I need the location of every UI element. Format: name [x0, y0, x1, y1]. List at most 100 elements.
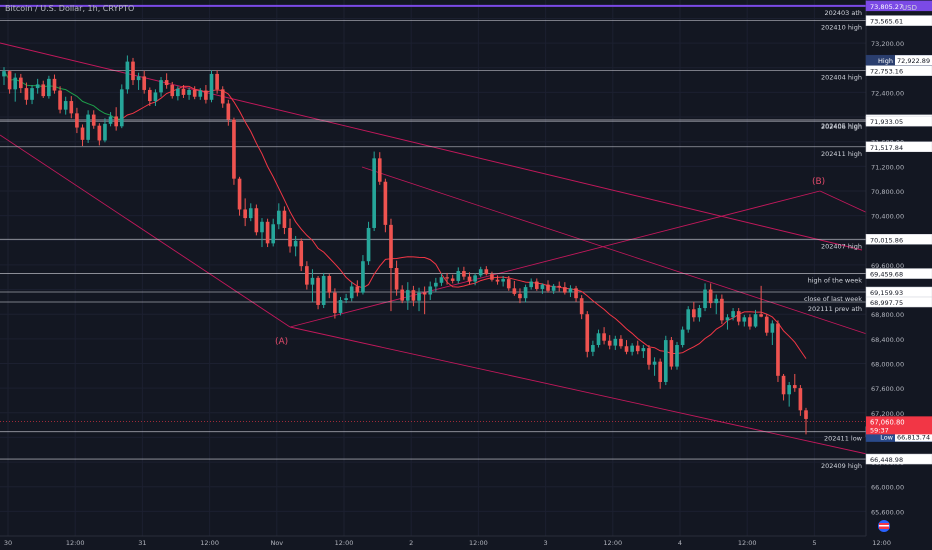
candle-body-86	[484, 269, 489, 275]
level-tag-text-2: High	[878, 57, 893, 65]
flag-icon[interactable]	[878, 520, 890, 532]
candle-body-37	[209, 73, 214, 100]
candle-body-104	[585, 314, 590, 352]
candle-body-78	[439, 277, 444, 283]
candle-body-130	[731, 311, 735, 318]
candle-body-90	[506, 279, 511, 289]
candle-body-25	[142, 76, 147, 90]
candle-body-118	[663, 340, 668, 382]
candle-body-95	[534, 281, 539, 289]
candle-body-71	[400, 289, 405, 301]
candle-body-92	[518, 293, 522, 299]
y-tick-8: 68,800.00	[871, 311, 904, 319]
level-labels: 202403 ath 202410 high 202404 high 202406 h…	[804, 9, 863, 470]
x-tick-6: 2	[409, 539, 413, 547]
grid	[0, 0, 883, 536]
candle-body-133	[748, 317, 752, 327]
price-tag-bg-1	[865, 15, 932, 26]
candle-body-15	[86, 114, 90, 140]
candle-body-8	[47, 78, 51, 97]
candle-body-39	[220, 89, 225, 104]
level-label-5: 202405 high	[821, 122, 862, 130]
y-tick-7: 68,400.00	[871, 336, 904, 344]
y-tick-5: 67,600.00	[871, 385, 904, 393]
x-tick-5: 12:00	[335, 539, 354, 547]
y-tick-4: 67,200.00	[871, 410, 904, 418]
x-tick-7: 12:00	[469, 539, 488, 547]
candle-body-50	[282, 210, 287, 228]
price-tag-bg-6	[865, 141, 932, 153]
candle-body-140	[787, 385, 791, 395]
x-tick-9: 12:00	[603, 539, 622, 547]
level-label-10: 202111 prev ath	[808, 305, 862, 313]
price-tag-10: 68,997.75	[870, 299, 903, 307]
price-tag-1: 73,565.61	[870, 18, 903, 26]
candle-body-30	[170, 85, 175, 97]
candle-body-59	[333, 292, 337, 313]
trendline-mid[interactable]	[361, 166, 886, 341]
candle-body-100	[563, 287, 567, 293]
candle-body-47	[265, 221, 270, 244]
candle-body-42	[237, 178, 242, 210]
price-tag-12: 66,813.74	[897, 434, 930, 442]
candle-body-102	[574, 288, 578, 299]
candle-body-0	[2, 71, 6, 77]
candle-body-68	[383, 181, 388, 225]
moving-average	[121, 85, 807, 359]
candle-body-111	[624, 346, 629, 352]
candle-body-88	[495, 279, 500, 282]
candle-body-121	[680, 329, 685, 346]
level-value-bg-12	[895, 431, 932, 442]
wave-label-b: (B)	[812, 177, 825, 187]
candle-body-135	[759, 314, 763, 317]
candle-body-18	[103, 123, 107, 141]
price-tag-7: 70,015.86	[870, 236, 903, 244]
candle-body-45	[254, 208, 259, 233]
candle-body-80	[450, 278, 455, 281]
level-label-1: 202410 high	[821, 24, 862, 32]
candle-body-108	[607, 340, 612, 346]
candle-body-116	[652, 361, 657, 365]
price-tag-bg-10	[865, 296, 932, 308]
candle-body-46	[260, 221, 264, 233]
y-tick-13: 70,800.00	[871, 188, 904, 196]
level-tag-text-12: Low	[880, 434, 893, 442]
candle-body-60	[338, 300, 343, 313]
candle-body-87	[490, 274, 494, 280]
candle-body-76	[428, 286, 433, 295]
x-tick-11: 12:00	[738, 539, 757, 547]
candle-body-105	[591, 345, 595, 352]
candle-body-23	[131, 61, 135, 81]
candle-body-97	[546, 284, 550, 291]
candle-body-57	[321, 276, 326, 305]
y-tick-17: 72,400.00	[871, 89, 904, 97]
candle-body-126	[708, 289, 713, 304]
candle-body-82	[462, 271, 466, 277]
y-tick-10: 69,600.00	[871, 262, 904, 270]
currency-label[interactable]: USD	[902, 4, 917, 12]
candle-body-101	[568, 288, 573, 293]
level-label-7: 202407 high	[821, 242, 862, 250]
time-axis[interactable]: 30 12:00 31 12:00 Nov 12:00 2 12:00 3 12:00 4 12:00…	[4, 539, 891, 547]
horizontal-levels[interactable]	[0, 4, 866, 460]
candle-body-32	[181, 88, 186, 95]
price-tag-bg-13	[865, 453, 932, 465]
level-label-11: 202411 low	[824, 435, 863, 443]
candle-body-35	[198, 90, 203, 97]
candle-body-41	[232, 119, 236, 179]
candle-body-93	[523, 287, 528, 299]
x-tick-2: 31	[138, 539, 146, 547]
x-tick-8: 3	[544, 539, 548, 547]
trendline-drop[interactable]	[0, 134, 291, 328]
candle-body-124	[697, 308, 702, 318]
trendline-lower[interactable]	[289, 326, 886, 459]
candle-body-51	[288, 227, 292, 247]
candle-body-5	[30, 88, 34, 100]
trendline-a-b[interactable]	[289, 190, 821, 328]
candle-body-43	[243, 209, 247, 219]
price-tag-2: 72,922.89	[897, 57, 930, 65]
candle-body-63	[355, 286, 360, 293]
candle-body-27	[153, 92, 158, 102]
